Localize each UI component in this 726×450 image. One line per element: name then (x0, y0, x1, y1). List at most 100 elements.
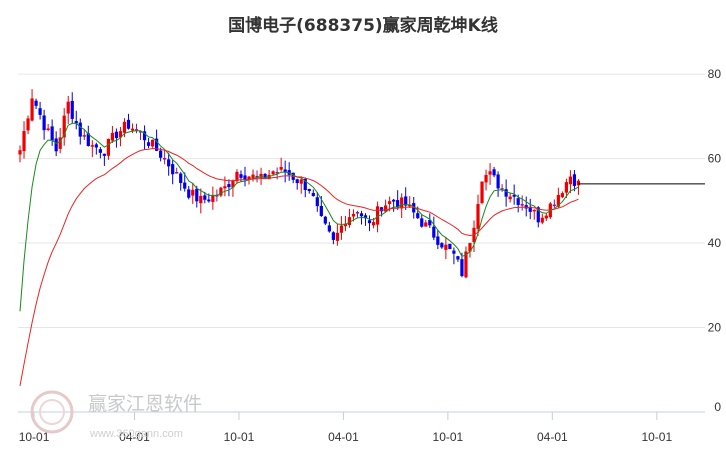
candle-body (536, 207, 540, 223)
candle-body (504, 189, 508, 197)
candle-body (428, 220, 432, 226)
candle-body (154, 138, 159, 151)
candle-body (90, 145, 94, 147)
candle-body (307, 188, 311, 192)
candle-body (303, 178, 307, 191)
candle-body (335, 232, 340, 241)
candle-body (295, 179, 299, 184)
candle-body (70, 101, 74, 119)
moving-average-fast-line (19, 122, 579, 312)
candle-body (520, 204, 524, 206)
candle-body (331, 232, 335, 240)
candle-body (371, 222, 376, 226)
candle-body (30, 98, 34, 121)
candle-body (42, 115, 46, 131)
x-tick-label: 04-01 (537, 430, 568, 444)
candle-body (552, 204, 556, 207)
candle-body (351, 213, 356, 217)
candle-body (400, 197, 404, 209)
candle-body (396, 200, 400, 208)
candle-body (247, 176, 251, 180)
candle-body (219, 187, 223, 196)
candle-body (468, 243, 472, 252)
y-tick-label: 20 (708, 321, 722, 335)
candle-body (432, 226, 436, 238)
candle-body (86, 133, 90, 147)
candles (18, 89, 581, 279)
grid-lines (18, 73, 705, 413)
candle-body (359, 213, 364, 217)
candle-body (175, 172, 179, 174)
candle-body (315, 197, 319, 207)
candle-body (492, 169, 496, 176)
candle-body (146, 142, 151, 146)
candle-body (163, 157, 167, 160)
candle-body (379, 207, 384, 212)
candle-body (26, 118, 30, 131)
candle-body (102, 153, 106, 156)
candle-body (110, 132, 115, 141)
candle-body (464, 251, 468, 278)
candle-body (576, 180, 581, 186)
candle-body (207, 199, 211, 202)
chart-title: 国博电子(688375)赢家周乾坤K线 (228, 15, 498, 36)
candle-body (416, 213, 420, 219)
candle-body (134, 129, 139, 131)
candle-body (171, 164, 175, 175)
watermark-logo-icon (30, 390, 74, 434)
watermark: 赢家江恩软件 www.360gann.com (30, 390, 202, 440)
candle-body (355, 212, 360, 214)
candle-body (183, 182, 187, 189)
candle-body (235, 171, 239, 182)
candle-body (167, 159, 171, 167)
x-axis-tick-labels: 10-01 04-01 10-01 04-01 10-01 04-01 10-01 (19, 412, 672, 444)
candle-body (424, 222, 428, 227)
candle-body (239, 174, 243, 178)
watermark-logo-inner-icon (39, 399, 65, 425)
candle-body (78, 122, 82, 137)
candle-body (448, 243, 452, 250)
candle-body (187, 189, 191, 198)
y-tick-label: 80 (708, 67, 722, 81)
candle-body (203, 195, 207, 200)
candle-body (54, 138, 58, 152)
candle-body (126, 119, 131, 129)
candle-body (480, 181, 484, 203)
candle-body (532, 209, 536, 212)
candle-body (243, 175, 247, 180)
candle-body (299, 179, 303, 184)
candle-body (106, 138, 111, 156)
candle-body (540, 217, 544, 223)
candle-body (392, 199, 396, 202)
candle-body (58, 137, 62, 149)
candle-body (62, 115, 66, 138)
candle-body (500, 188, 504, 190)
watermark-url: www.360gann.com (89, 428, 183, 440)
candle-body (283, 169, 287, 172)
candle-body (279, 166, 283, 170)
y-axis-tick-labels: 0 20 40 60 80 (708, 67, 722, 414)
candle-body (142, 131, 147, 141)
watermark-brand: 赢家江恩软件 (88, 393, 202, 415)
candle-body (347, 217, 352, 226)
candle-body (46, 128, 50, 130)
candle-body (114, 131, 119, 139)
candle-body (375, 206, 380, 225)
x-tick-label: 10-01 (433, 430, 464, 444)
candle-body (388, 201, 392, 204)
candle-body (98, 149, 102, 153)
candle-body (572, 174, 577, 186)
candle-body (255, 175, 259, 178)
y-tick-label: 40 (708, 236, 722, 250)
candle-body (150, 139, 155, 147)
candle-body (408, 204, 412, 207)
candle-body (199, 195, 203, 204)
candle-body (259, 173, 263, 178)
candle-body (556, 195, 560, 207)
x-tick-label: 04-01 (119, 430, 150, 444)
candle-body (476, 204, 480, 229)
candle-body (118, 131, 123, 138)
candle-body (211, 195, 215, 202)
candle-body (94, 144, 98, 148)
y-tick-label: 0 (714, 400, 721, 414)
